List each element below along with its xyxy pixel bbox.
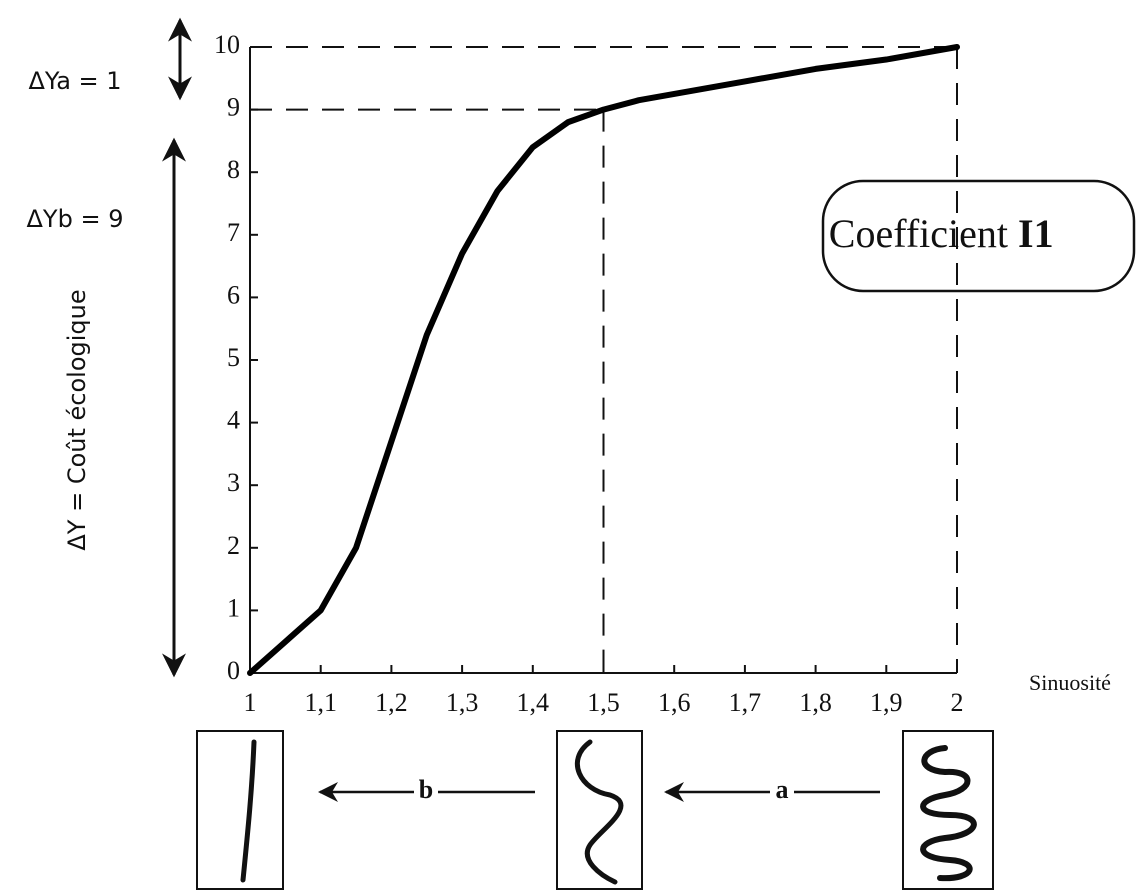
icon-box — [196, 730, 284, 890]
y-tick-label: 6 — [227, 280, 240, 309]
delta-b-label: ΔYb = 9 — [27, 205, 124, 233]
x-tick-label: 1,2 — [375, 688, 408, 717]
arrow-a-label: a — [776, 775, 789, 804]
x-tick-label: 1,5 — [587, 688, 620, 717]
x-axis-label: Sinuosité — [1029, 670, 1111, 695]
y-tick-label: 8 — [227, 155, 240, 184]
x-tick-label: 1 — [244, 688, 257, 717]
x-tick-label: 1,7 — [729, 688, 762, 717]
icon-meander — [920, 745, 977, 882]
y-tick-label: 7 — [227, 218, 240, 247]
y-axis-label: ΔY = Coût écologique — [63, 289, 91, 550]
icon-box — [556, 730, 643, 890]
y-tick-label: 4 — [227, 406, 240, 435]
y-tick-label: 2 — [227, 531, 240, 560]
arrow-label-bg — [770, 778, 794, 806]
y-tick-label: 9 — [227, 93, 240, 122]
icon-box — [902, 730, 994, 890]
coefficient-index: I1 — [1018, 211, 1054, 256]
x-tick-label: 1,9 — [870, 688, 903, 717]
x-tick-label: 1,8 — [799, 688, 832, 717]
line — [247, 44, 960, 676]
x-tick-label: 1,4 — [517, 688, 550, 717]
y-tick-label: 3 — [227, 468, 240, 497]
y-tick-label: 5 — [227, 343, 240, 372]
y-tick-label: 1 — [227, 593, 240, 622]
icon-wavy — [575, 739, 624, 885]
y-tick-label: 0 — [227, 656, 240, 685]
arrow-label-bg — [414, 778, 438, 806]
coefficient-label: Coefficient — [829, 211, 1008, 256]
x-tick-label: 2 — [951, 688, 964, 717]
delta-a-label: ΔYa = 1 — [28, 67, 121, 95]
x-tick-label: 1,3 — [446, 688, 479, 717]
arrow-b-label: b — [419, 775, 433, 804]
icon-straight — [240, 739, 257, 883]
y-tick-label: 10 — [214, 30, 240, 59]
x-tick-label: 1,6 — [658, 688, 691, 717]
coefficient-box — [821, 179, 1136, 293]
x-tick-label: 1,1 — [304, 688, 337, 717]
